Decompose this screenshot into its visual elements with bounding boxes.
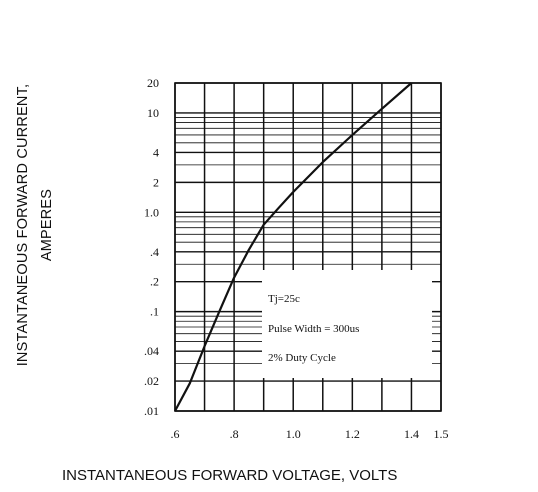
- annotation-pulse-width: Pulse Width = 300us: [268, 323, 359, 335]
- x-axis-title: INSTANTANEOUS FORWARD VOLTAGE, VOLTS: [62, 467, 398, 484]
- x-tick-label: .8: [230, 427, 239, 441]
- y-tick-label: .01: [144, 404, 159, 418]
- x-tick-label: 1.5: [434, 427, 449, 441]
- x-tick-label: 1.0: [286, 427, 301, 441]
- annotation-box: Tj=25c Pulse Width = 300us 2% Duty Cycle: [262, 270, 432, 378]
- y-tick-label: .2: [150, 275, 159, 289]
- series-layer: [174, 82, 413, 412]
- x-tick-label: .6: [171, 427, 180, 441]
- y-tick-label: .02: [144, 374, 159, 388]
- y-tick-label: 1.0: [144, 205, 159, 219]
- y-tick-label: 2: [153, 175, 159, 189]
- y-tick-label: .4: [150, 245, 159, 259]
- annotation-background: [262, 270, 432, 378]
- plot-frame: [174, 82, 442, 412]
- y-tick-label: 20: [147, 76, 159, 90]
- x-tick-labels: .6 .8 1.0 1.2 1.4 1.5: [171, 427, 449, 441]
- forward-current-curve: [174, 82, 413, 412]
- y-tick-label: 4: [153, 145, 159, 159]
- annotation-tj: Tj=25c: [268, 293, 300, 305]
- y-tick-label: 10: [147, 106, 159, 120]
- y-tick-labels: 20 10 4 2 1.0 .4 .2 .1 .04 .02 .01: [144, 76, 159, 418]
- y-tick-label: .04: [144, 344, 159, 358]
- x-tick-label: 1.4: [404, 427, 419, 441]
- annotation-duty-cycle: 2% Duty Cycle: [268, 352, 336, 364]
- x-tick-label: 1.2: [345, 427, 360, 441]
- y-tick-label: .1: [150, 305, 159, 319]
